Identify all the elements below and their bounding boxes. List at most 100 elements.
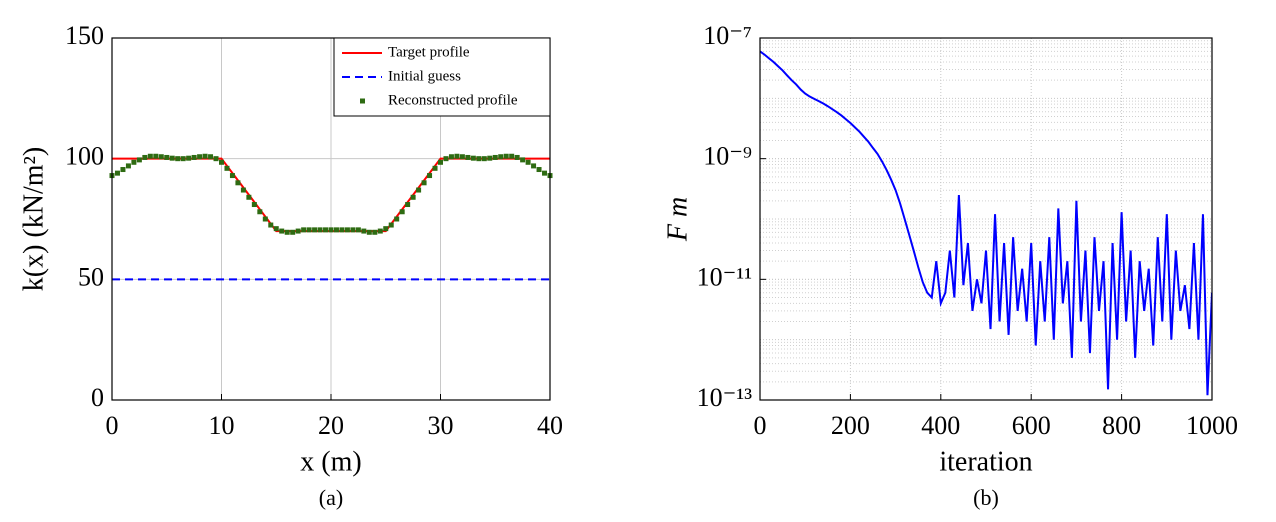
data-point xyxy=(186,155,192,161)
data-point xyxy=(531,163,537,169)
data-point xyxy=(394,216,400,222)
data-point xyxy=(164,154,170,160)
data-point xyxy=(339,227,345,233)
data-point xyxy=(202,153,208,159)
data-point xyxy=(372,229,378,235)
data-point xyxy=(290,229,296,235)
legend-marker xyxy=(360,98,365,104)
data-point xyxy=(536,167,542,173)
legend-label: Initial guess xyxy=(388,68,461,84)
data-point xyxy=(416,187,422,193)
data-point xyxy=(153,153,159,159)
data-point xyxy=(224,165,230,171)
data-point xyxy=(169,155,175,161)
y-axis-label: k(x) (kN/m²) xyxy=(18,147,49,291)
x-tick-label: 40 xyxy=(537,411,563,440)
data-point xyxy=(388,222,394,228)
data-point xyxy=(459,154,465,160)
data-point xyxy=(114,170,120,176)
y-tick-label: 100 xyxy=(65,142,104,171)
data-point xyxy=(509,153,515,159)
data-point xyxy=(443,156,449,162)
data-point xyxy=(295,228,301,234)
y-tick-label: 50 xyxy=(78,262,104,291)
axes-box xyxy=(111,37,551,401)
data-point xyxy=(323,227,329,233)
data-point xyxy=(350,227,356,233)
y-tick-label: 0 xyxy=(91,383,104,412)
data-point xyxy=(142,154,148,160)
panel-caption: (b) xyxy=(973,485,999,510)
data-point xyxy=(492,154,498,160)
data-point xyxy=(158,154,164,160)
data-point xyxy=(448,154,454,160)
data-point xyxy=(312,227,318,233)
data-point xyxy=(481,156,487,162)
data-point xyxy=(306,227,312,233)
data-point xyxy=(246,194,252,200)
x-axis-label: iteration xyxy=(939,446,1032,477)
data-point xyxy=(147,153,153,159)
y-tick-label: 10⁻¹³ xyxy=(697,383,753,412)
data-point xyxy=(251,202,257,208)
data-point xyxy=(262,216,268,222)
data-point xyxy=(377,228,383,234)
x-tick-label: 800 xyxy=(1102,411,1141,440)
data-point xyxy=(136,157,142,163)
data-point xyxy=(191,154,197,160)
y-tick-label: 10⁻¹¹ xyxy=(697,262,752,291)
data-point xyxy=(399,209,405,215)
data-point xyxy=(344,227,350,233)
data-point xyxy=(410,194,416,200)
data-point xyxy=(180,156,186,162)
data-point xyxy=(235,180,241,186)
data-point xyxy=(317,227,323,233)
x-tick-label: 1000 xyxy=(1186,411,1238,440)
data-point xyxy=(120,167,126,173)
data-point xyxy=(229,173,235,179)
data-point xyxy=(131,159,137,165)
x-tick-label: 600 xyxy=(1012,411,1051,440)
data-point xyxy=(514,154,520,160)
x-tick-label: 0 xyxy=(754,411,767,440)
data-line xyxy=(760,50,1212,396)
data-point xyxy=(465,154,471,160)
data-point xyxy=(454,153,460,159)
y-tick-label: 10⁻⁹ xyxy=(703,142,752,171)
panel-caption: (a) xyxy=(319,485,343,510)
data-point xyxy=(257,209,263,215)
x-tick-label: 400 xyxy=(921,411,960,440)
x-tick-label: 30 xyxy=(428,411,454,440)
y-tick-label: 10⁻⁷ xyxy=(703,21,752,50)
y-axis-label: F m xyxy=(662,197,693,242)
data-point xyxy=(219,159,224,165)
x-tick-label: 0 xyxy=(106,411,119,440)
data-point xyxy=(421,180,427,186)
data-point xyxy=(355,227,361,233)
data-point xyxy=(125,163,131,169)
x-tick-label: 20 xyxy=(318,411,344,440)
data-point xyxy=(487,155,493,161)
data-point xyxy=(268,222,274,228)
data-point xyxy=(470,155,476,161)
x-tick-label: 200 xyxy=(831,411,870,440)
data-point xyxy=(208,154,214,160)
data-point xyxy=(520,157,526,163)
legend-label: Reconstructed profile xyxy=(388,92,518,108)
data-point xyxy=(240,187,246,193)
data-point xyxy=(405,202,411,208)
data-point xyxy=(197,154,203,160)
axes-box xyxy=(759,37,1213,401)
data-point xyxy=(432,165,438,171)
data-point xyxy=(383,226,389,232)
data-point xyxy=(175,156,181,162)
data-point xyxy=(213,156,219,162)
data-point xyxy=(279,228,285,234)
data-point xyxy=(333,227,339,233)
data-point xyxy=(476,156,482,162)
x-axis-label: x (m) xyxy=(300,446,361,477)
data-point xyxy=(361,228,367,234)
data-point xyxy=(503,153,509,159)
data-point xyxy=(542,170,548,176)
data-point xyxy=(498,154,504,160)
